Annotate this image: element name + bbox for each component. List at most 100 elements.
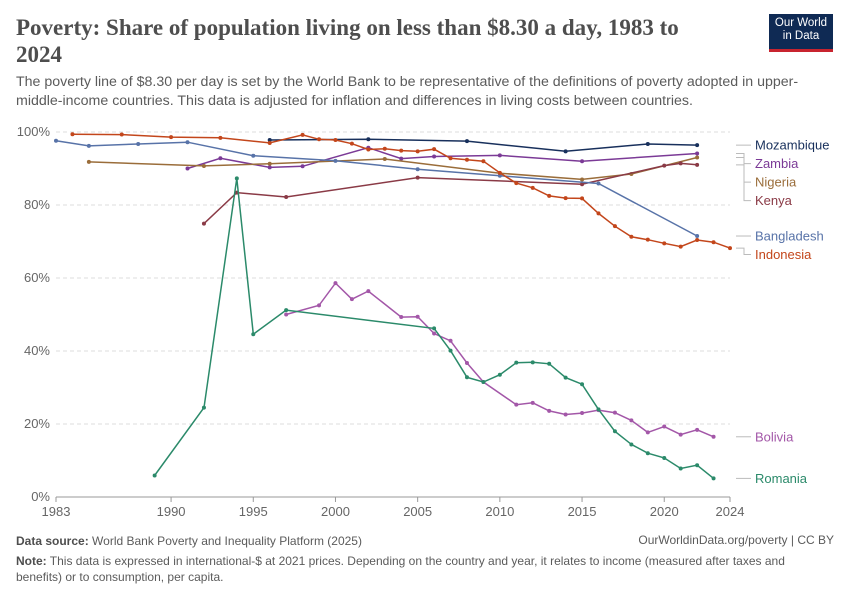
data-point-romania bbox=[497, 372, 502, 377]
data-point-zambia bbox=[300, 164, 305, 169]
data-point-nigeria bbox=[580, 177, 585, 182]
data-point-indonesia bbox=[267, 140, 272, 145]
x-tick-label: 2015 bbox=[568, 504, 597, 519]
owid-logo[interactable]: Our World in Data bbox=[769, 14, 833, 52]
logo-line-2: in Data bbox=[782, 30, 820, 42]
y-tick-label: 80% bbox=[24, 197, 50, 212]
x-tick-label: 1995 bbox=[239, 504, 268, 519]
series-line-kenya bbox=[203, 162, 698, 225]
data-point-indonesia bbox=[563, 196, 568, 201]
data-point-mozambique bbox=[563, 149, 568, 154]
data-point-bolivia bbox=[514, 402, 519, 407]
y-tick-label: 40% bbox=[24, 343, 50, 358]
data-point-indonesia bbox=[415, 149, 420, 154]
data-point-romania bbox=[464, 375, 469, 380]
data-point-romania bbox=[448, 348, 453, 353]
data-point-zambia bbox=[399, 156, 404, 161]
data-point-romania bbox=[580, 382, 585, 387]
legend-label-mozambique: Mozambique bbox=[755, 138, 829, 153]
data-point-romania bbox=[711, 476, 716, 481]
data-point-indonesia bbox=[547, 193, 552, 198]
data-point-bangladesh bbox=[695, 234, 700, 239]
data-point-zambia bbox=[185, 166, 190, 171]
data-point-indonesia bbox=[662, 241, 667, 246]
data-point-bolivia bbox=[530, 400, 535, 405]
note-text: This data is expressed in international-… bbox=[16, 554, 785, 584]
data-point-romania bbox=[432, 326, 437, 331]
data-point-indonesia bbox=[596, 211, 601, 216]
data-point-bolivia bbox=[645, 430, 650, 435]
data-source-label: Data source: bbox=[16, 534, 89, 548]
data-point-indonesia bbox=[645, 237, 650, 242]
data-point-bangladesh bbox=[333, 158, 338, 163]
data-point-kenya bbox=[284, 194, 289, 199]
data-point-indonesia bbox=[728, 246, 732, 251]
data-point-romania bbox=[629, 442, 634, 447]
y-tick-label: 20% bbox=[24, 416, 50, 431]
data-point-indonesia bbox=[448, 156, 453, 161]
data-point-bolivia bbox=[399, 315, 404, 320]
data-point-indonesia bbox=[349, 141, 354, 146]
data-point-indonesia bbox=[612, 224, 617, 229]
data-point-mozambique bbox=[366, 137, 371, 142]
data-point-bolivia bbox=[415, 314, 420, 319]
series-line-mozambique bbox=[269, 138, 698, 153]
legend-label-indonesia: Indonesia bbox=[755, 247, 812, 262]
data-point-indonesia bbox=[432, 147, 437, 152]
data-point-indonesia bbox=[382, 146, 387, 151]
data-point-indonesia bbox=[678, 244, 683, 249]
data-point-indonesia bbox=[711, 240, 716, 245]
legend-label-kenya: Kenya bbox=[755, 193, 793, 208]
data-point-indonesia bbox=[497, 170, 502, 175]
data-point-indonesia bbox=[218, 135, 223, 140]
data-point-bangladesh bbox=[54, 138, 58, 143]
data-point-bangladesh bbox=[596, 181, 601, 186]
logo-line-1: Our World bbox=[774, 17, 828, 29]
legend-label-bolivia: Bolivia bbox=[755, 429, 794, 444]
data-point-zambia bbox=[218, 156, 223, 161]
data-point-bolivia bbox=[448, 338, 453, 343]
data-point-zambia bbox=[580, 159, 585, 164]
data-source-text[interactable]: World Bank Poverty and Inequality Platfo… bbox=[92, 534, 362, 548]
data-point-romania bbox=[678, 466, 683, 471]
data-point-mozambique bbox=[267, 138, 272, 143]
data-point-romania bbox=[251, 332, 256, 337]
x-tick-label: 2024 bbox=[716, 504, 745, 519]
data-point-nigeria bbox=[267, 161, 272, 166]
x-tick-label: 2005 bbox=[403, 504, 432, 519]
data-point-bolivia bbox=[547, 408, 552, 413]
data-point-indonesia bbox=[70, 132, 75, 137]
data-point-indonesia bbox=[629, 234, 634, 239]
note-label: Note: bbox=[16, 554, 47, 568]
data-point-nigeria bbox=[382, 157, 387, 162]
series-line-indonesia bbox=[72, 133, 731, 249]
data-point-romania bbox=[547, 361, 552, 366]
data-point-indonesia bbox=[366, 147, 371, 152]
data-point-romania bbox=[514, 360, 519, 365]
data-point-romania bbox=[152, 473, 157, 478]
series-line-zambia bbox=[187, 146, 698, 170]
source-url[interactable]: OurWorldinData.org/poverty | CC BY bbox=[638, 533, 834, 547]
data-point-bolivia bbox=[432, 331, 437, 336]
data-point-zambia bbox=[267, 165, 272, 170]
data-point-indonesia bbox=[580, 196, 585, 201]
data-point-kenya bbox=[695, 162, 700, 167]
data-point-mozambique bbox=[695, 143, 700, 148]
data-point-zambia bbox=[432, 154, 437, 159]
data-point-bangladesh bbox=[251, 153, 256, 158]
data-point-bolivia bbox=[662, 424, 667, 429]
data-point-indonesia bbox=[695, 238, 700, 243]
data-point-bangladesh bbox=[136, 142, 141, 147]
data-point-indonesia bbox=[399, 148, 404, 153]
data-point-bangladesh bbox=[415, 167, 420, 172]
series-line-bolivia bbox=[285, 281, 714, 438]
data-point-bolivia bbox=[612, 410, 617, 415]
x-tick-label: 1990 bbox=[157, 504, 186, 519]
data-point-zambia bbox=[497, 153, 502, 158]
data-point-romania bbox=[612, 429, 617, 434]
x-tick-label: 2020 bbox=[650, 504, 679, 519]
data-point-mozambique bbox=[645, 142, 650, 147]
data-point-zambia bbox=[695, 151, 700, 156]
data-point-romania bbox=[662, 455, 667, 460]
data-point-nigeria bbox=[201, 163, 206, 168]
